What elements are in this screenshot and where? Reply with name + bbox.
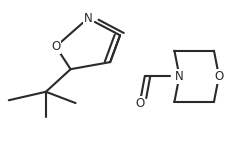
Text: O: O — [135, 97, 144, 110]
Text: N: N — [84, 12, 92, 25]
Text: O: O — [51, 40, 60, 53]
Text: O: O — [214, 70, 224, 83]
Text: N: N — [175, 70, 184, 83]
